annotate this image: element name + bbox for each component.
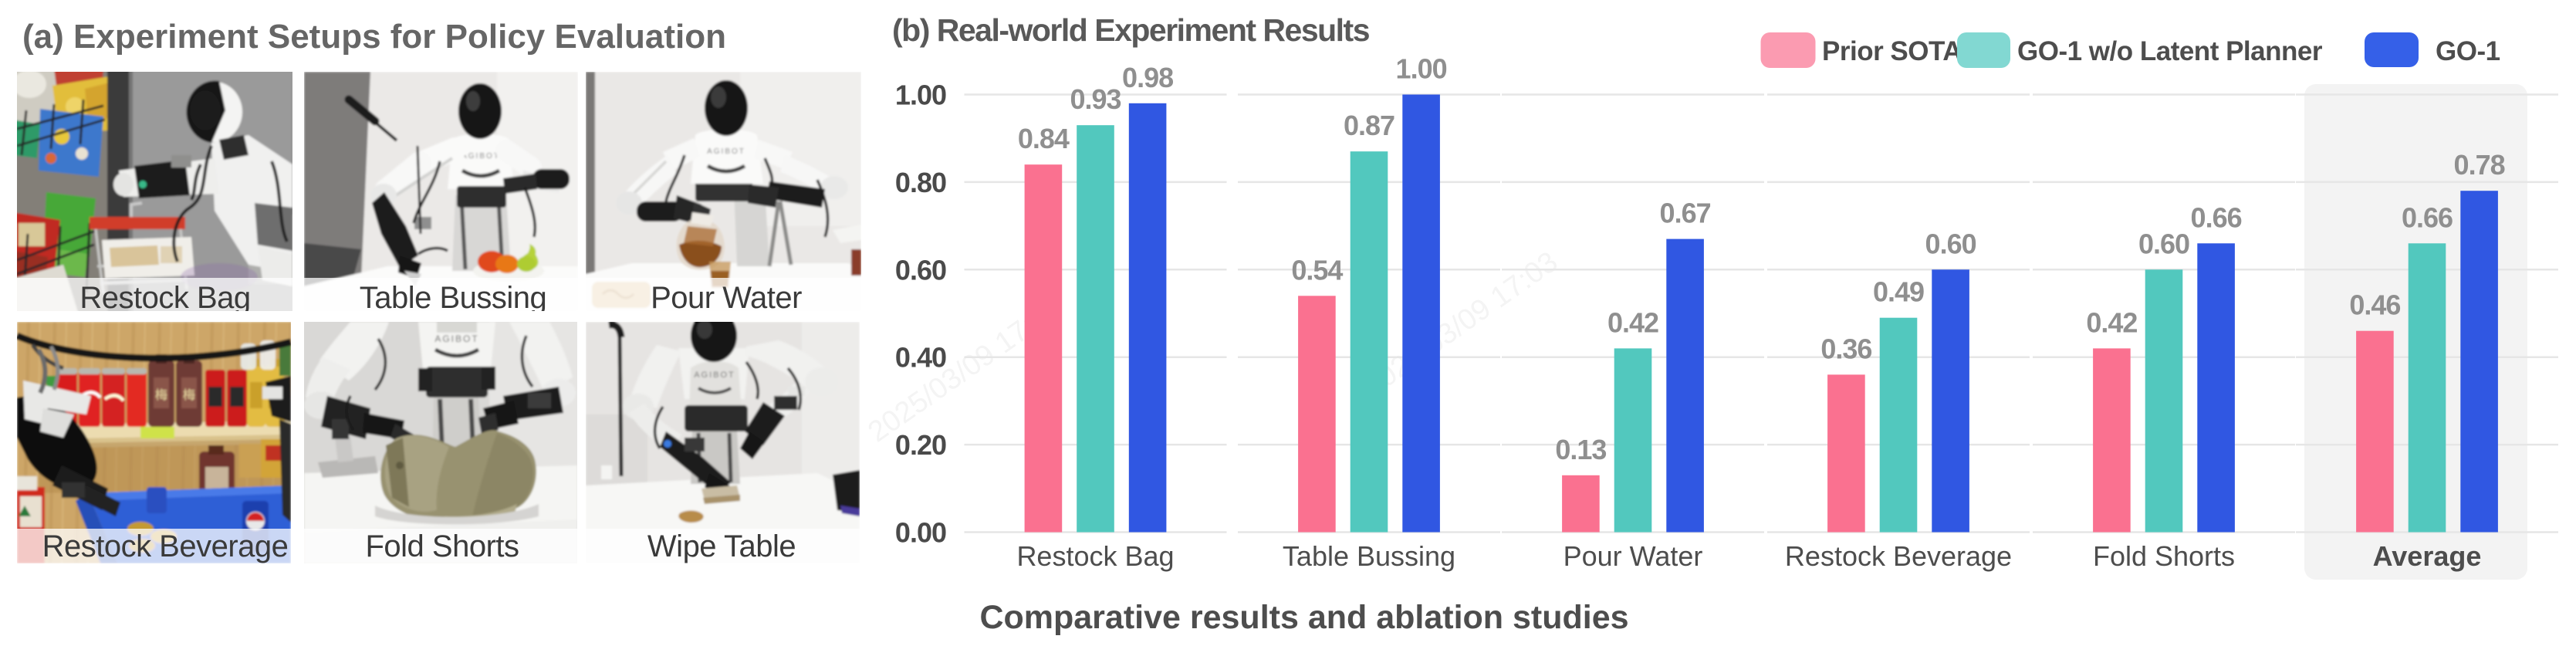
svg-text:0.42: 0.42 [2086,306,2137,338]
svg-text:0.36: 0.36 [1820,333,1871,364]
svg-text:Fold Shorts: Fold Shorts [365,529,519,563]
svg-text:Restock Beverage: Restock Beverage [42,529,289,563]
svg-text:梅: 梅 [155,388,167,402]
svg-text:0.66: 0.66 [2191,201,2242,233]
svg-text:Pour Water: Pour Water [651,281,802,315]
svg-text:Table Bussing: Table Bussing [360,281,547,315]
svg-text:GO-1 w/o Latent Planner: GO-1 w/o Latent Planner [2017,36,2323,66]
svg-text:0.87: 0.87 [1344,110,1394,141]
svg-text:(a) Experiment Setups for Poli: (a) Experiment Setups for Policy Evaluat… [22,18,726,56]
svg-text:Restock Bag: Restock Bag [1016,540,1174,572]
svg-text:0.80: 0.80 [895,167,946,198]
svg-text:GO-1: GO-1 [2436,36,2500,66]
svg-text:0.42: 0.42 [1607,306,1658,338]
svg-text:0.60: 0.60 [1925,228,1976,259]
svg-text:0.60: 0.60 [2138,228,2189,259]
svg-text:0.46: 0.46 [2349,289,2400,321]
svg-text:Pour Water: Pour Water [1564,540,1703,572]
svg-text:Average: Average [2373,540,2482,572]
svg-text:0.93: 0.93 [1070,83,1121,115]
svg-text:Fold Shorts: Fold Shorts [2093,540,2235,572]
svg-text:0.40: 0.40 [895,342,946,374]
svg-text:1.00: 1.00 [895,79,946,111]
svg-text:Prior SOTA: Prior SOTA [1822,36,1962,66]
svg-text:Wipe Table: Wipe Table [647,529,796,563]
svg-text:0.66: 0.66 [2402,201,2453,233]
svg-text:(b) Real-world Experiment Resu: (b) Real-world Experiment Results [892,12,1370,48]
svg-text:AGIBOT: AGIBOT [707,147,745,156]
svg-text:0.54: 0.54 [1291,254,1343,286]
svg-text:0.00: 0.00 [895,517,946,549]
svg-text:0.13: 0.13 [1555,434,1606,465]
svg-text:AGIBOT: AGIBOT [461,152,500,161]
svg-text:0.49: 0.49 [1873,276,1924,308]
svg-text:梅: 梅 [183,388,195,402]
svg-text:0.67: 0.67 [1660,198,1711,229]
svg-text:1.00: 1.00 [1396,53,1447,85]
svg-text:Restock Bag: Restock Bag [79,281,250,315]
svg-text:Table Bussing: Table Bussing [1283,540,1455,572]
svg-text:AGIBOT: AGIBOT [694,370,735,380]
svg-text:AGIBOT: AGIBOT [434,333,478,344]
svg-text:Restock Beverage: Restock Beverage [1785,540,2012,572]
svg-text:0.78: 0.78 [2454,149,2505,181]
svg-text:0.60: 0.60 [895,254,946,286]
svg-text:0.84: 0.84 [1018,123,1070,154]
svg-text:0.98: 0.98 [1122,62,1173,93]
svg-text:0.20: 0.20 [895,429,946,461]
svg-text:Comparative results and ablati: Comparative results and ablation studies [979,599,1628,636]
